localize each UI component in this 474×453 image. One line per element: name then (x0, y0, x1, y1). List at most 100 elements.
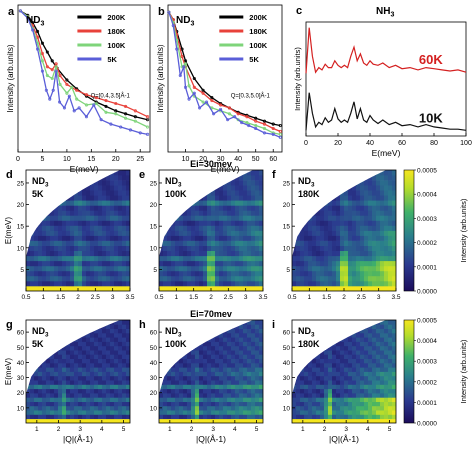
heatmap-cell (179, 393, 184, 398)
heatmap-cell (239, 220, 244, 226)
heatmap-cell (324, 280, 329, 287)
heatmap-cell (90, 245, 95, 251)
heatmap-cell (50, 380, 55, 385)
heatmap-cell (324, 388, 329, 394)
heatmap-cell (122, 255, 127, 262)
heatmap-cell (259, 220, 263, 226)
heatmap-cell (380, 230, 385, 236)
heatmap-cell (70, 384, 75, 390)
heatmap-cell (58, 380, 63, 385)
heatmap-cell (372, 200, 377, 206)
heatmap-cell (30, 418, 35, 423)
heatmap-cell (42, 380, 47, 385)
heatmap-cell (175, 265, 180, 272)
heatmap-cell (195, 235, 200, 241)
data-point (45, 74, 49, 78)
y-tick-label: 10 (150, 245, 158, 252)
y-tick-label: 15 (150, 224, 158, 231)
heatmap-cell (30, 320, 35, 325)
heatmap-cell (183, 286, 188, 291)
heatmap-cell (78, 332, 83, 338)
heatmap-cell (316, 320, 321, 325)
colorbar-tick-label: 0.0002 (417, 379, 437, 386)
heatmap-cell (34, 418, 39, 423)
heatmap-cell (86, 180, 91, 186)
heatmap-cell (380, 367, 385, 372)
heatmap-cell (380, 337, 385, 342)
heatmap-cell (70, 345, 75, 351)
heatmap-cell (203, 328, 208, 334)
heatmap-cell (207, 180, 212, 186)
heatmap-cell (259, 345, 263, 351)
heatmap-cell (86, 210, 91, 216)
heatmap-cell (114, 337, 119, 342)
heatmap-cell (215, 350, 220, 355)
heatmap-cell (255, 235, 260, 241)
heatmap-cell (380, 185, 385, 191)
heatmap-cell (239, 215, 244, 221)
heatmap-cell (167, 410, 172, 415)
heatmap-cell (388, 375, 393, 381)
heatmap-cell (122, 345, 127, 351)
heatmap-cell (368, 341, 373, 347)
heatmap-cell (159, 190, 164, 196)
heatmap-cell (54, 414, 59, 420)
heatmap-cell (348, 175, 353, 181)
heatmap-cell (179, 397, 184, 402)
heatmap-cell (308, 380, 313, 385)
heatmap-cell (110, 260, 115, 267)
y-tick-label: 60 (283, 330, 291, 337)
heatmap-cell (62, 401, 67, 407)
heatmap-cell (231, 405, 236, 411)
heatmap-cell (78, 245, 83, 251)
heatmap-cell (320, 215, 325, 221)
heatmap-cell (292, 245, 297, 251)
heatmap-cell (219, 180, 224, 186)
heatmap-cell (316, 210, 321, 216)
heatmap-cell (66, 393, 71, 398)
heatmap-cell (163, 280, 168, 287)
heatmap-cell (126, 210, 130, 216)
heatmap-cell (364, 240, 369, 246)
heatmap-cell (183, 220, 188, 226)
y-tick-label: 40 (17, 360, 25, 367)
heatmap-cell (243, 384, 248, 390)
heatmap-cell (34, 220, 39, 226)
heatmap-cell (110, 175, 115, 181)
heatmap-cell (118, 170, 123, 176)
heatmap-cell (247, 418, 252, 423)
heatmap-cell (26, 260, 31, 267)
heatmap-cell (78, 215, 83, 221)
heatmap-cell (78, 371, 83, 377)
heatmap-cell (199, 270, 204, 277)
heatmap-cell (94, 175, 99, 181)
heatmap-cell (70, 405, 75, 411)
heatmap-cell (336, 240, 341, 246)
heatmap-cell (114, 215, 119, 221)
heatmap-cell (235, 255, 240, 262)
heatmap-cell (26, 393, 31, 398)
heatmap-cell (255, 190, 260, 196)
heatmap-cell (175, 358, 180, 364)
heatmap-cell (179, 418, 184, 423)
heatmap-cell (183, 280, 188, 287)
y-tick-label: 15 (283, 224, 291, 231)
heatmap-cell (259, 337, 263, 342)
heatmap-cells (292, 320, 396, 423)
heatmap-cell (332, 235, 337, 241)
heatmap-cell (54, 418, 59, 423)
heatmap-cell (368, 384, 373, 390)
heatmap-cell (292, 170, 297, 176)
heatmap-cell (235, 393, 240, 398)
heatmap-cell (203, 345, 208, 351)
heatmap-cell (223, 190, 228, 196)
heatmap-cell (203, 397, 208, 402)
heatmap-cell (368, 393, 373, 398)
heatmap-cell (255, 350, 260, 355)
heatmap-cell (364, 270, 369, 277)
heatmap-cell (376, 205, 381, 211)
data-point (51, 88, 55, 92)
heatmap-cell (344, 215, 349, 221)
heatmap-cell (259, 200, 263, 206)
heatmap-cell (259, 397, 263, 402)
